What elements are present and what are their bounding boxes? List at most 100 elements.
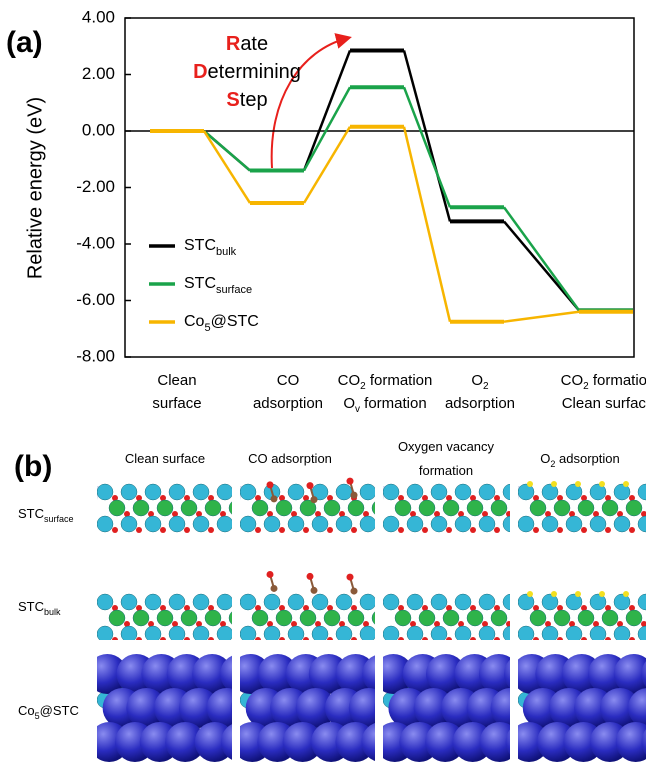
connector [302, 50, 352, 171]
structure-image [383, 568, 510, 640]
column-header: Clean surface [125, 451, 205, 466]
atoms [518, 481, 646, 533]
atom [359, 625, 375, 640]
atom [124, 511, 130, 517]
cobalt-atom [505, 729, 510, 755]
atom [168, 483, 186, 501]
x-tick-label: Clean [157, 372, 196, 389]
atom [291, 621, 297, 627]
atom [240, 483, 257, 501]
atom [208, 527, 214, 533]
atom [601, 609, 619, 627]
polyhedron [57, 662, 84, 682]
x-tick-label-part: adsorption [253, 395, 323, 412]
structure-image [240, 476, 375, 546]
atom [335, 593, 353, 611]
atom [581, 527, 587, 533]
atom [156, 609, 174, 627]
y-tick-label: -6.00 [76, 290, 115, 309]
atom [148, 621, 154, 627]
x-tick-label: CO [277, 372, 300, 389]
atom [506, 511, 510, 517]
atom [279, 495, 285, 501]
atom [605, 495, 611, 501]
column-header: CO adsorption [248, 451, 332, 466]
column-header-part: O [540, 451, 550, 466]
atom [310, 586, 318, 594]
legend-label-part: bulk [216, 246, 237, 258]
atom [383, 483, 400, 501]
atom [625, 499, 643, 517]
atom [327, 527, 333, 533]
atom [97, 625, 114, 640]
x-tick-label: surface [152, 395, 201, 412]
atom [266, 481, 274, 489]
atom [442, 609, 460, 627]
atom [120, 515, 138, 533]
x-tick-label-part: formation [589, 372, 646, 389]
atom [605, 637, 611, 640]
atom [569, 621, 575, 627]
atom [422, 527, 428, 533]
structure-image [518, 568, 646, 640]
atom [541, 625, 559, 640]
legend-label-part: STC [184, 237, 216, 254]
atom [641, 621, 646, 627]
atom [502, 593, 510, 611]
atom [553, 609, 571, 627]
atom [410, 621, 416, 627]
atom [637, 483, 646, 501]
atom [306, 482, 314, 490]
atom [641, 511, 646, 517]
atom [458, 621, 464, 627]
atom [287, 515, 305, 533]
atom [371, 501, 375, 515]
atom [601, 499, 619, 517]
atom [637, 593, 646, 611]
cobalt-atom [282, 722, 323, 762]
atom [346, 573, 354, 581]
atom [589, 483, 607, 501]
structure-image [97, 652, 232, 764]
atom [351, 605, 357, 611]
atom [494, 605, 500, 611]
atom [625, 609, 643, 627]
cobalt-atom [425, 722, 466, 762]
atom [565, 593, 583, 611]
x-tick-label: adsorption [445, 395, 515, 412]
atom [350, 491, 358, 499]
atom [303, 495, 309, 501]
atom [518, 625, 535, 640]
atom [422, 637, 428, 640]
atoms [240, 477, 375, 533]
atom [398, 605, 404, 611]
atom [410, 511, 416, 517]
column-header-part: CO adsorption [248, 451, 332, 466]
atom [232, 605, 238, 611]
column-header-part: Clean surface [125, 451, 205, 466]
atom [323, 499, 341, 517]
atom [136, 637, 142, 640]
atom [553, 499, 571, 517]
atom [502, 515, 510, 533]
x-tick-label-part: CO [277, 372, 300, 389]
atom [172, 621, 178, 627]
atom [120, 625, 138, 640]
connector [502, 206, 581, 312]
atom [565, 483, 583, 501]
atom [613, 625, 631, 640]
atoms [97, 654, 232, 762]
annotation-part: etermining [208, 61, 301, 83]
atom [266, 570, 274, 578]
atoms [240, 570, 375, 640]
atom [577, 609, 595, 627]
cobalt-atom [194, 722, 232, 762]
atom [275, 609, 293, 627]
cobalt-atom [206, 688, 232, 728]
column-header: Oxygen vacancy [398, 439, 495, 454]
atom [605, 527, 611, 533]
polyhedron [0, 486, 17, 506]
atom [446, 495, 452, 501]
